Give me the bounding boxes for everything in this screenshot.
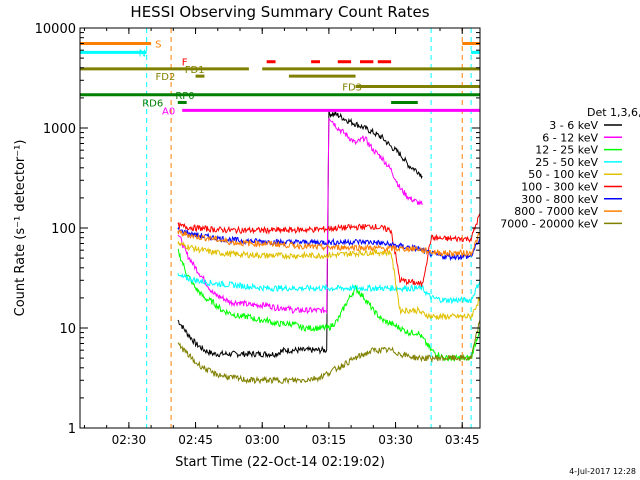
- series-line-1: [177, 117, 423, 315]
- legend-label-7: 800 - 7000 keV: [514, 205, 598, 218]
- y-tick-label-4: 10000: [35, 22, 76, 37]
- y-axis: 1 10 100 1000 10000: [35, 22, 480, 437]
- flag-label-a0: A0: [162, 106, 175, 117]
- x-axis: 02:30 02:45 03:00 03:15 03:30 03:45: [83, 28, 480, 447]
- series-line-8: [177, 319, 481, 385]
- series-line-0: [177, 110, 423, 359]
- legend-label-4: 50 - 100 keV: [528, 168, 598, 181]
- footer-date: 4-Jul-2017 12:28: [569, 467, 636, 476]
- legend-label-0: 3 - 6 keV: [549, 119, 598, 132]
- flag-label-rp0: RP0: [175, 91, 194, 102]
- y-tick-label-3: 1000: [43, 122, 76, 137]
- flag-label-n: N: [139, 48, 146, 59]
- chart-title: HESSI Observing Summary Count Rates: [130, 3, 429, 21]
- series-line-2: [177, 248, 481, 363]
- series-line-7: [177, 229, 481, 258]
- x-tick-label-4: 03:30: [378, 433, 413, 447]
- y-tick-label-0: 1: [68, 422, 76, 437]
- series-line-4: [177, 240, 481, 321]
- x-tick-label-3: 03:15: [312, 433, 347, 447]
- x-tick-label-2: 03:00: [245, 433, 280, 447]
- series-line-3: [177, 273, 481, 305]
- y-tick-label-2: 100: [51, 222, 76, 237]
- legend-title: Det 1,3,6,9: [587, 106, 640, 119]
- y-axis-label: Count Rate (s⁻¹ detector⁻¹): [13, 140, 28, 317]
- flag-label-fd2: FD2: [156, 72, 176, 83]
- x-tick-label-0: 02:30: [112, 433, 147, 447]
- legend-label-1: 6 - 12 keV: [542, 131, 598, 144]
- flag-label-fd1: FD1: [185, 65, 205, 76]
- x-tick-label-1: 02:45: [178, 433, 213, 447]
- x-tick-label-5: 03:45: [445, 433, 480, 447]
- legend-label-2: 12 - 25 keV: [535, 144, 598, 157]
- series-line-5: [177, 213, 481, 287]
- legend-label-3: 25 - 50 keV: [535, 156, 598, 169]
- legend-label-6: 300 - 800 keV: [521, 193, 598, 206]
- flag-label-rd6: RD6: [142, 98, 163, 109]
- legend-label-8: 7000 - 20000 keV: [500, 217, 598, 230]
- flag-label-f: F: [182, 58, 188, 69]
- y-tick-label-1: 10: [59, 322, 76, 337]
- flag-label-fd3: FD3: [342, 83, 362, 94]
- flag-label-s: S: [155, 39, 161, 50]
- legend-label-5: 100 - 300 keV: [521, 181, 598, 194]
- x-axis-label: Start Time (22-Oct-14 02:19:02): [175, 455, 385, 470]
